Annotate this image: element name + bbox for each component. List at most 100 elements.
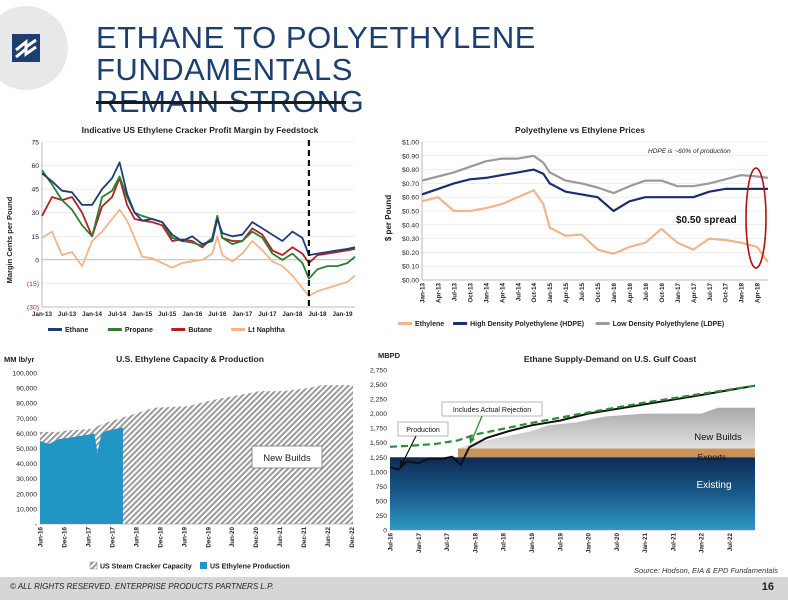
margin-legend-label: Propane [125, 327, 153, 334]
pe-chart-ylabel: $ per Pound [384, 195, 393, 241]
pe-ytick-label: $1.00 [402, 140, 419, 147]
capacity-xtick-label: Jun-22 [325, 527, 332, 548]
pe-xtick-label: Jan-13 [420, 283, 427, 303]
margin-chart-title: Indicative US Ethylene Cracker Profit Ma… [82, 125, 319, 135]
capacity-xtick-label: Dec-22 [349, 527, 356, 548]
capacity-xtick-label: Dec-16 [62, 527, 69, 548]
ethane-production-label: Production [406, 427, 440, 434]
rejection-arrow [471, 415, 483, 441]
existing-area [390, 457, 755, 530]
capacity-xtick-label: Jun-19 [181, 527, 188, 548]
margin-ytick-label: (30) [27, 305, 39, 312]
pe-ytick-label: $0.70 [402, 181, 419, 188]
pe-ytick-label: $0.10 [402, 264, 419, 271]
pe-legend-label: Ethylene [415, 321, 444, 328]
margin-xtick-label: Jan-17 [232, 311, 252, 318]
capacity-legend-label: US Steam Cracker Capacity [100, 564, 192, 571]
ethane-xtick-label: Jul-18 [501, 533, 508, 552]
new-builds-area [457, 407, 755, 449]
margin-ytick-label: 0 [35, 257, 39, 264]
production-legend-label: US Ethylene Production [210, 564, 290, 571]
pe-xtick-label: Apr-15 [563, 283, 570, 303]
pe-xtick-label: Jan-18 [739, 283, 746, 303]
pe-xtick-label: Jan-14 [483, 283, 490, 303]
footer-bar: © ALL RIGHTS RESERVED. ENTERPRISE PRODUC… [0, 577, 788, 600]
margin-xtick-label: Jan-18 [282, 311, 302, 318]
capacity-ytick-label: 20,000 [16, 491, 37, 498]
margin-chart: Indicative US Ethylene Cracker Profit Ma… [5, 125, 356, 334]
ethane-xtick-label: Jan-19 [529, 533, 536, 553]
pe-ytick-label: $0.30 [402, 236, 419, 243]
pe-xtick-label: Oct-17 [723, 283, 730, 303]
margin-xtick-label: Jul-15 [158, 311, 177, 318]
ethane-ytick-label: 500 [376, 498, 388, 505]
capacity-ytick-label: 100,000 [12, 371, 37, 378]
capacity-ytick-label: 80,000 [16, 401, 37, 408]
ethane-exports-label: Exports [698, 452, 727, 462]
ethane-ytick-label: 1,500 [370, 440, 387, 447]
capacity-ytick-label: 70,000 [16, 416, 37, 423]
ethane-chart-title: Ethane Supply-Demand on U.S. Gulf Coast [524, 354, 697, 364]
capacity-ytick-label: 40,000 [16, 461, 37, 468]
margin-xtick-label: Jan-13 [32, 311, 52, 318]
spread-highlight-ellipse [745, 167, 767, 269]
pe-xtick-label: Apr-18 [755, 283, 762, 303]
pe-xtick-label: Jan-16 [611, 283, 618, 303]
margin-ytick-label: 75 [31, 140, 39, 147]
pe-legend-label: High Density Polyethylene (HDPE) [470, 321, 584, 328]
capacity-xtick-label: Jun-17 [85, 527, 92, 548]
ethane-ytick-label: 0 [383, 528, 387, 535]
pe-xtick-label: Oct-14 [531, 283, 538, 303]
pe-xtick-label: Oct-13 [467, 283, 474, 303]
capacity-ytick-label: 90,000 [16, 386, 37, 393]
pe-xtick-label: Jan-17 [675, 283, 682, 303]
capacity-xtick-label: Dec-18 [157, 527, 164, 548]
production-legend-swatch [200, 562, 207, 569]
pe-xtick-label: Oct-16 [659, 283, 666, 303]
pe-xtick-label: Jul-17 [707, 283, 714, 302]
pe-xtick-label: Jul-15 [579, 283, 586, 302]
margin-xtick-label: Jul-13 [58, 311, 77, 318]
ethane-chart-ylabel: MBPD [378, 351, 401, 360]
production-label-box [397, 421, 449, 437]
ethane-rejection-label: Includes Actual Rejection [453, 407, 531, 414]
margin-xtick-label: Jan-14 [82, 311, 102, 318]
ethane-xtick-label: Jul-20 [614, 533, 621, 552]
ethane-ytick-label: 1,000 [370, 469, 387, 476]
pe-series-low-density-polyethylene-ldpe- [421, 154, 769, 195]
pe-xtick-label: Apr-13 [436, 283, 443, 303]
page-title-line-1: ETHANE TO POLYETHYLENE FUNDAMENTALS [96, 20, 536, 87]
production-arrow-head [400, 460, 406, 468]
capacity-chart: U.S. Ethylene Capacity & Production MM l… [4, 354, 356, 571]
margin-series-propane [41, 169, 356, 280]
pe-xtick-label: Apr-17 [691, 283, 698, 303]
pe-xtick-label: Jan-15 [547, 283, 554, 303]
pe-price-chart: Polyethylene vs Ethylene Prices $ per Po… [384, 125, 769, 328]
margin-series-butane [41, 177, 356, 264]
ethane-xtick-label: Jul-19 [557, 533, 564, 552]
margin-ytick-label: (15) [27, 281, 39, 288]
capacity-xtick-label: Dec-19 [205, 527, 212, 548]
margin-legend-label: Butane [188, 327, 212, 334]
ethane-xtick-label: Jul-22 [727, 533, 734, 552]
ethane-xtick-label: Jul-17 [444, 533, 451, 552]
margin-ytick-label: 60 [31, 163, 39, 170]
copyright-text: © ALL RIGHTS RESERVED. ENTERPRISE PRODUC… [10, 582, 274, 591]
ethane-xtick-label: Jan-21 [642, 533, 649, 553]
exports-area [457, 448, 755, 458]
capacity-chart-title: U.S. Ethylene Capacity & Production [116, 354, 264, 364]
pe-ytick-label: $0.40 [402, 222, 419, 229]
capacity-ytick-label: 50,000 [16, 446, 37, 453]
pe-ytick-label: $0.50 [402, 209, 419, 216]
ethane-xtick-label: Jan-18 [472, 533, 479, 553]
pe-xtick-label: Jul-13 [451, 283, 458, 302]
ethane-ytick-label: 1,750 [370, 426, 387, 433]
ethane-ytick-label: 1,250 [370, 455, 387, 462]
pe-xtick-label: Apr-14 [499, 283, 506, 303]
ethane-production-line [389, 384, 756, 471]
production-arrow [401, 435, 417, 465]
pe-series-high-density-polyethylene-hdpe- [421, 168, 768, 213]
margin-xtick-label: Jul-16 [208, 311, 227, 318]
pe-ytick-label: $0.80 [402, 167, 419, 174]
ethane-ytick-label: 2,000 [370, 411, 387, 418]
